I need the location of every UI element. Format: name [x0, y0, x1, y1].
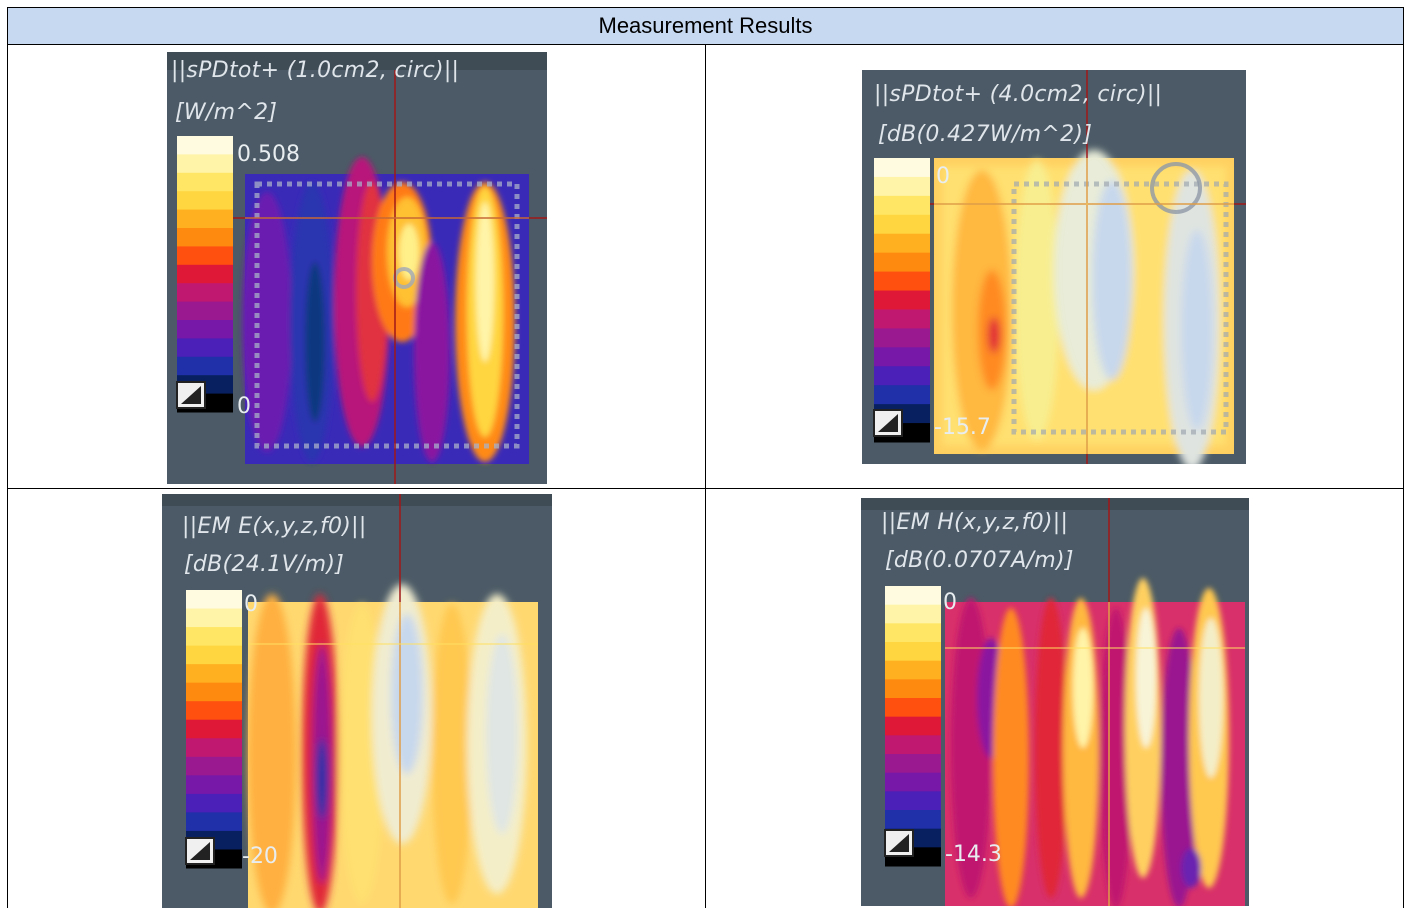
- color-scale-bar: [874, 158, 930, 443]
- color-scale-step: [177, 136, 233, 155]
- color-scale-step: [177, 209, 233, 229]
- color-scale-step: [874, 385, 930, 405]
- color-scale-step: [177, 264, 233, 284]
- plot-title: ||EM E(x,y,z,f0)||: [182, 514, 367, 539]
- color-scale-step: [885, 642, 941, 662]
- scale-max-label: 0: [244, 592, 258, 617]
- color-scale-step: [177, 320, 233, 339]
- spd-4cm2-heatmap: [873, 70, 1246, 464]
- color-scale-step: [186, 701, 242, 721]
- color-scale-step: [186, 645, 242, 665]
- spd-1cm2-heatmap: [176, 70, 547, 484]
- color-scale-step: [885, 698, 941, 718]
- color-scale-step: [177, 154, 233, 174]
- color-scale-step: [177, 172, 233, 192]
- color-scale-step: [186, 627, 242, 647]
- color-scale-step: [874, 290, 930, 310]
- color-scale-step: [177, 228, 233, 247]
- em-e-heatmap: [185, 494, 538, 908]
- color-scale-step: [885, 735, 941, 755]
- scale-max-label: 0: [943, 590, 957, 615]
- color-scale-step: [177, 191, 233, 211]
- results-table: Measurement Results: [7, 7, 1404, 908]
- color-scale-step: [177, 246, 233, 266]
- plot-unit: [W/m^2]: [175, 100, 278, 125]
- column-divider: [705, 45, 706, 908]
- em-h-heatmap: [884, 498, 1245, 906]
- color-scale-step: [885, 604, 941, 624]
- color-scale-step: [186, 812, 242, 832]
- color-scale-step: [885, 679, 941, 699]
- color-scale-step: [186, 738, 242, 758]
- color-scale-step: [874, 195, 930, 216]
- plot-title: ||EM H(x,y,z,f0)||: [881, 510, 1069, 535]
- color-scale-step: [885, 586, 941, 606]
- scale-toggle-icon[interactable]: [884, 829, 914, 857]
- color-scale-step: [874, 347, 930, 367]
- scale-min-label: 0: [237, 394, 251, 419]
- color-scale-step: [885, 754, 941, 774]
- color-scale-step: [186, 775, 242, 795]
- color-scale-step: [186, 608, 242, 628]
- em-h-field-plot: ||EM H(x,y,z,f0)|| [dB(0.0707A/m)] 0 -14…: [861, 498, 1249, 906]
- spd-4cm2-plot: ||sPDtot+ (4.0cm2, circ)|| [dB(0.427W/m^…: [862, 70, 1246, 464]
- color-scale-step: [885, 623, 941, 643]
- scale-toggle-icon[interactable]: [176, 381, 206, 409]
- scale-toggle-icon[interactable]: [873, 409, 903, 437]
- color-scale-step: [874, 176, 930, 197]
- color-scale-step: [186, 793, 242, 813]
- scale-max-label: 0: [936, 164, 950, 189]
- color-scale-step: [186, 756, 242, 776]
- scale-max-label: 0.508: [237, 142, 300, 167]
- color-scale-step: [885, 772, 941, 792]
- plot-unit: [dB(0.0707A/m)]: [885, 548, 1074, 573]
- em-e-field-plot: ||EM E(x,y,z,f0)|| [dB(24.1V/m)] 0 -20: [162, 494, 552, 908]
- color-scale-step: [177, 301, 233, 321]
- spd-1cm2-plot: ||sPDtot+ (1.0cm2, circ)|| [W/m^2] 0.508…: [167, 52, 547, 484]
- plot-unit: [dB(24.1V/m)]: [184, 552, 345, 577]
- color-scale-step: [186, 719, 242, 739]
- color-scale-step: [874, 233, 930, 254]
- scale-min-label: -15.7: [934, 415, 991, 440]
- row-divider: [8, 488, 1403, 489]
- color-scale-step: [177, 283, 233, 303]
- color-scale-step: [186, 590, 242, 610]
- color-scale-step: [177, 356, 233, 376]
- scale-toggle-icon[interactable]: [185, 837, 215, 865]
- color-scale-step: [874, 328, 930, 348]
- color-scale-step: [885, 660, 941, 680]
- color-scale-step: [874, 309, 930, 329]
- color-scale-step: [885, 716, 941, 736]
- color-scale-bar: [177, 136, 233, 413]
- color-scale-step: [874, 271, 930, 292]
- scale-min-label: -20: [242, 844, 278, 869]
- color-scale-step: [186, 664, 242, 684]
- plot-unit: [dB(0.427W/m^2)]: [878, 122, 1093, 147]
- plot-title: ||sPDtot+ (4.0cm2, circ)||: [874, 82, 1163, 107]
- table-title: Measurement Results: [598, 13, 813, 38]
- color-scale-step: [186, 682, 242, 702]
- color-scale-step: [874, 252, 930, 273]
- color-scale-step: [874, 214, 930, 235]
- plot-title: ||sPDtot+ (1.0cm2, circ)||: [171, 58, 460, 83]
- table-header: Measurement Results: [8, 8, 1403, 45]
- color-scale-step: [874, 158, 930, 178]
- color-scale-bar: [885, 586, 941, 867]
- color-scale-step: [885, 810, 941, 830]
- color-scale-step: [874, 366, 930, 386]
- color-scale-step: [885, 791, 941, 811]
- color-scale-bar: [186, 590, 242, 869]
- scale-min-label: -14.3: [945, 842, 1002, 867]
- color-scale-step: [177, 338, 233, 358]
